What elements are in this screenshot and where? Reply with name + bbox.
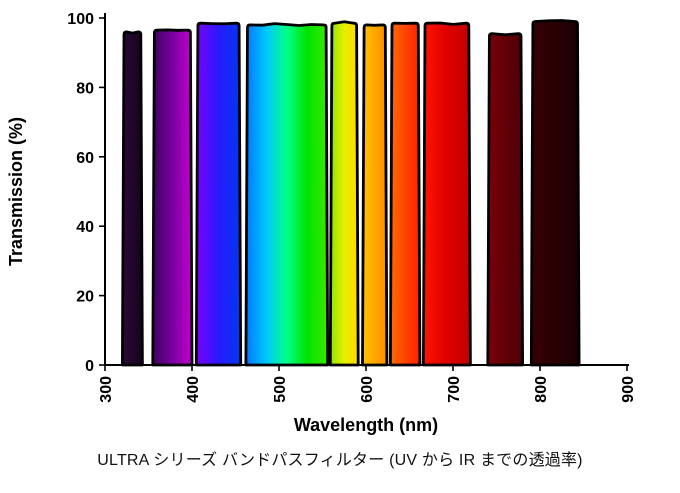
x-tick-label: 700 (446, 376, 463, 403)
filter-band (194, 21, 243, 367)
x-tick-label: 500 (272, 376, 289, 403)
y-tick-label: 80 (76, 80, 94, 97)
filter-band (151, 28, 194, 367)
filter-band (328, 20, 360, 367)
filter-band (486, 32, 524, 367)
y-tick-label: 20 (76, 289, 94, 306)
y-tick-label: 0 (85, 358, 94, 375)
filter-band (121, 30, 144, 367)
x-tick-label: 300 (98, 376, 115, 403)
x-tick-label: 600 (359, 376, 376, 403)
bandpass-transmission-chart: 0 20 40 60 80 100 300 400 500 600 700 800 900 Wavelen… (6, 11, 637, 435)
filter-band (529, 19, 581, 367)
filter-band (361, 23, 389, 367)
figure-caption: ULTRA シリーズ バンドパスフィルター (UV から IR までの透過率) (97, 452, 583, 469)
y-tick-label: 60 (76, 150, 94, 167)
x-tick-label: 900 (620, 376, 637, 403)
x-axis-title: Wavelength (nm) (294, 415, 438, 435)
filter-band (422, 21, 472, 367)
x-tick-label: 800 (533, 376, 550, 403)
y-axis-title: Transmission (%) (6, 117, 26, 266)
x-tick-label: 400 (185, 376, 202, 403)
y-tick-label: 100 (67, 11, 94, 28)
filter-band (389, 21, 422, 367)
filter-band (244, 22, 330, 367)
y-tick-label: 40 (76, 219, 94, 236)
